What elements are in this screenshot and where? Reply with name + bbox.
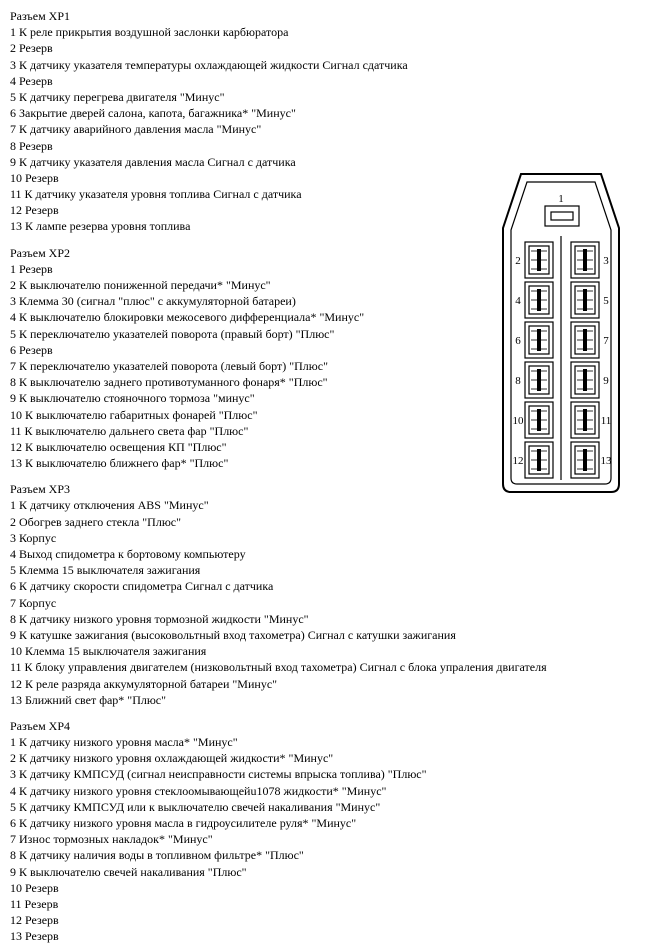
pin-desc: 2 Резерв: [10, 40, 635, 56]
pin-desc: 10 Клемма 15 выключателя зажигания: [10, 643, 635, 659]
svg-text:8: 8: [515, 375, 521, 387]
pin-desc: 2 К датчику низкого уровня охлаждающей ж…: [10, 750, 635, 766]
pin-desc: 6 Закрытие дверей салона, капота, багажн…: [10, 105, 635, 121]
pin-desc: 13 Резерв: [10, 928, 635, 944]
pin-desc: 3 Корпус: [10, 530, 635, 546]
svg-text:5: 5: [603, 295, 609, 307]
pin-desc: 10 Резерв: [10, 880, 635, 896]
pin-desc: 5 К датчику перегрева двигателя "Минус": [10, 89, 635, 105]
section-xp3: Разъем ХР3 1 К датчику отключения АВS "М…: [10, 481, 635, 708]
section-xp4: Разъем ХР4 1 К датчику низкого уровня ма…: [10, 718, 635, 945]
pin-desc: 8 К датчику наличия воды в топливном фил…: [10, 847, 635, 863]
pin-desc: 12 Резерв: [10, 912, 635, 928]
svg-text:2: 2: [515, 255, 521, 267]
pin-desc: 11 К блоку управления двигателем (низков…: [10, 659, 635, 675]
svg-text:6: 6: [515, 335, 521, 347]
pin-desc: 1 К датчику отключения АВS "Минус": [10, 497, 635, 513]
section-header: Разъем ХР4: [10, 718, 635, 734]
svg-text:7: 7: [603, 335, 609, 347]
svg-text:4: 4: [515, 295, 521, 307]
svg-text:9: 9: [603, 375, 609, 387]
pin-desc: 7 Износ тормозных накладок* "Минус": [10, 831, 635, 847]
content-root: Разъем ХР1 1 К реле прикрытия воздушной …: [10, 8, 635, 945]
pin-desc: 7 К датчику аварийного давления масла "М…: [10, 121, 635, 137]
connector-diagram: 12345678910111213: [493, 168, 629, 498]
pin-desc: 8 К датчику низкого уровня тормозной жид…: [10, 611, 635, 627]
pin-desc: 1 К реле прикрытия воздушной заслонки ка…: [10, 24, 635, 40]
pin-desc: 2 Обогрев заднего стекла "Плюс": [10, 514, 635, 530]
pin-desc: 3 К датчику указателя температуры охлажд…: [10, 57, 635, 73]
pin-desc: 6 К датчику низкого уровня масла в гидро…: [10, 815, 635, 831]
svg-text:11: 11: [601, 415, 612, 427]
svg-text:12: 12: [513, 455, 524, 467]
connector-svg: 12345678910111213: [493, 168, 629, 498]
pin-desc: 6 К датчику скорости спидометра Сигнал с…: [10, 578, 635, 594]
pin-desc: 4 Резерв: [10, 73, 635, 89]
svg-text:10: 10: [513, 415, 525, 427]
pin-desc: 9 К катушке зажигания (высоковольтный вх…: [10, 627, 635, 643]
pin-desc: 9 К выключателю свечей накаливания "Плюс…: [10, 864, 635, 880]
pin-desc: 11 Резерв: [10, 896, 635, 912]
svg-text:13: 13: [601, 455, 613, 467]
pin-desc: 5 К датчику КМПСУД или к выключателю све…: [10, 799, 635, 815]
svg-text:1: 1: [558, 193, 564, 205]
section-header: Разъем ХР1: [10, 8, 635, 24]
pin-desc: 4 Выход спидометра к бортовому компьютер…: [10, 546, 635, 562]
pin-desc: 12 К реле разряда аккумуляторной батареи…: [10, 676, 635, 692]
pin-desc: 7 Корпус: [10, 595, 635, 611]
pin-desc: 5 Клемма 15 выключателя зажигания: [10, 562, 635, 578]
pin-desc: 4 К датчику низкого уровня стеклоомывающ…: [10, 783, 635, 799]
svg-text:3: 3: [603, 255, 609, 267]
pin-desc: 3 К датчику КМПСУД (сигнал неисправности…: [10, 766, 635, 782]
pin-desc: 13 Ближний свет фар* "Плюс": [10, 692, 635, 708]
pin-desc: 1 К датчику низкого уровня масла* "Минус…: [10, 734, 635, 750]
pin-desc: 8 Резерв: [10, 138, 635, 154]
